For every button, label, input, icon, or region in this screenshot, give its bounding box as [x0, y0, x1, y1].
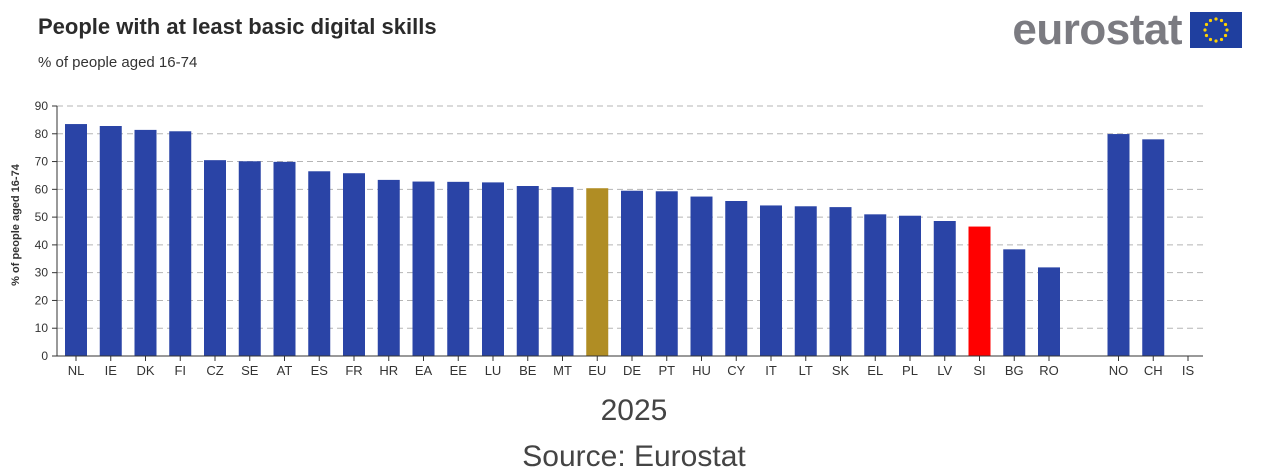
bar-pl [899, 215, 921, 356]
bar-cz [204, 160, 226, 356]
bar-fr [343, 173, 365, 356]
x-tick-label: NL [68, 363, 85, 378]
footer-year: 2025 [600, 394, 668, 427]
y-tick-label: 90 [35, 99, 49, 113]
x-tick-label: EU [588, 363, 606, 378]
bar-ie [99, 126, 122, 356]
x-tick-label: EL [867, 363, 883, 378]
bar-lt [794, 206, 817, 356]
x-tick-label: CZ [206, 363, 223, 378]
x-tick-label: PL [902, 363, 918, 378]
flag-star [1223, 33, 1228, 38]
chart-subtitle: % of people aged 16-74 [38, 54, 198, 71]
x-tick-label: IT [765, 363, 777, 378]
bar-dk [134, 129, 157, 356]
x-tick-label: BE [519, 363, 537, 378]
bar-de [621, 190, 643, 356]
x-tick-label: AT [277, 363, 293, 378]
bar-be [516, 186, 539, 356]
bar-ea [412, 181, 435, 356]
eurostat-logo: eurostat [1012, 8, 1242, 52]
y-tick-label: 30 [35, 266, 49, 280]
flag-star [1219, 18, 1224, 23]
footer-source: Source: Eurostat [522, 440, 746, 473]
eu-flag-icon [1190, 12, 1242, 48]
x-tick-label: DK [136, 363, 154, 378]
flag-star [1214, 39, 1218, 43]
flag-star [1204, 22, 1209, 27]
x-tick-label: FI [174, 363, 186, 378]
bar-hu [690, 196, 713, 356]
x-tick-label: NO [1109, 363, 1129, 378]
x-tick-label: BG [1005, 363, 1024, 378]
bar-fi [169, 131, 192, 356]
bar-ro [1038, 267, 1060, 356]
bar-el [864, 214, 887, 356]
bar-it [760, 205, 782, 356]
bar-nl [65, 124, 87, 356]
x-tick-label: RO [1039, 363, 1059, 378]
y-tick-label: 70 [35, 155, 49, 169]
bar-se [238, 161, 261, 356]
bar-si [968, 226, 991, 356]
bar-eu [586, 188, 609, 356]
flag-star [1203, 28, 1207, 32]
x-tick-label: DE [623, 363, 641, 378]
x-tick-label: IS [1182, 363, 1195, 378]
x-tick-label: FR [345, 363, 362, 378]
bar-ch [1142, 139, 1165, 356]
x-tick-label: HU [692, 363, 711, 378]
bar-es [308, 171, 331, 356]
y-tick-label: 50 [35, 210, 49, 224]
x-tick-label: EE [450, 363, 468, 378]
logo-text: eurostat [1012, 5, 1182, 54]
x-tick-label: LT [799, 363, 813, 378]
x-tick-label: CY [727, 363, 745, 378]
x-tick-label: HR [379, 363, 398, 378]
flag-star [1208, 37, 1213, 42]
y-tick-label: 60 [35, 182, 49, 196]
flag-star [1208, 18, 1213, 23]
y-tick-label: 10 [35, 321, 49, 335]
x-tick-label: EA [415, 363, 433, 378]
bar-bg [1003, 249, 1026, 356]
x-tick-label: PT [658, 363, 675, 378]
x-tick-label: SI [973, 363, 985, 378]
y-tick-label: 0 [41, 349, 48, 363]
x-tick-label: ES [311, 363, 329, 378]
flag-star [1219, 37, 1224, 42]
bar-at [273, 161, 296, 356]
bar-lu [482, 182, 504, 356]
y-tick-label: 80 [35, 127, 49, 141]
bar-pt [655, 191, 678, 356]
bar-cy [725, 201, 748, 356]
flag-star [1214, 17, 1218, 21]
x-tick-label: SK [832, 363, 850, 378]
bar-no [1107, 134, 1130, 356]
bar-chart: 0 10 20 30 40 50 60 70 80 90 NL IE DK FI CZ SE AT ES FR HR E… [10, 99, 1203, 378]
flag-star [1223, 22, 1228, 27]
chart-title: People with at least basic digital skill… [38, 14, 437, 39]
y-axis-label: % of people aged 16-74 [10, 163, 22, 286]
bar-hr [377, 179, 400, 356]
bar-mt [551, 187, 574, 356]
flag-star [1204, 33, 1209, 38]
x-tick-label: LV [937, 363, 952, 378]
bar-ee [447, 181, 470, 356]
bar-sk [829, 207, 852, 356]
x-tick-label: CH [1144, 363, 1163, 378]
x-tick-label: LU [485, 363, 502, 378]
x-tick-label: MT [553, 363, 572, 378]
y-tick-label: 40 [35, 238, 49, 252]
x-tick-label: SE [241, 363, 259, 378]
flag-star [1225, 28, 1229, 32]
y-tick-label: 20 [35, 293, 49, 307]
bar-lv [933, 221, 956, 356]
x-tick-label: IE [105, 363, 118, 378]
